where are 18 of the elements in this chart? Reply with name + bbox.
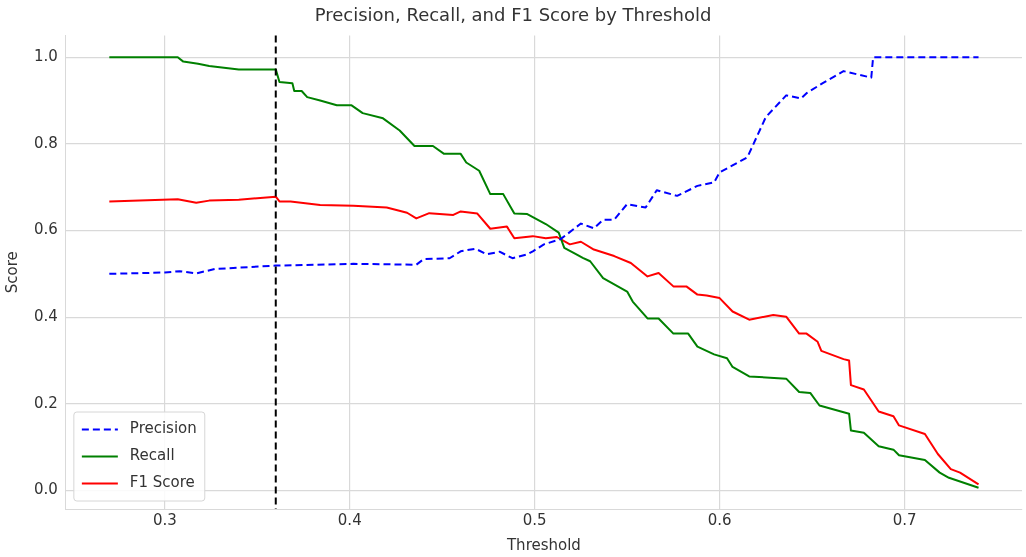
y-tick-label: 0.0 (34, 480, 58, 499)
chart-title: Precision, Recall, and F1 Score by Threshold (314, 4, 712, 26)
x-tick-label: 0.5 (522, 510, 547, 529)
legend-label: F1 Score (129, 473, 195, 492)
legend-label: Precision (129, 419, 197, 438)
y-tick-label: 1.0 (34, 47, 58, 66)
y-tick-label: 0.8 (34, 133, 58, 152)
y-tick-label: 0.6 (34, 220, 58, 239)
x-tick-label: 0.3 (152, 510, 177, 529)
line-series (108, 56, 980, 275)
y-tick-label: 0.2 (34, 393, 58, 412)
x-tick-label: 0.6 (707, 510, 732, 529)
x-tick-label: 0.4 (337, 510, 362, 529)
y-tick-label: 0.4 (34, 307, 58, 326)
x-axis-title: Threshold (505, 535, 581, 554)
legend-label: Recall (129, 446, 175, 465)
x-tick-label: 0.7 (892, 510, 917, 529)
y-axis-title: Score (2, 251, 21, 294)
